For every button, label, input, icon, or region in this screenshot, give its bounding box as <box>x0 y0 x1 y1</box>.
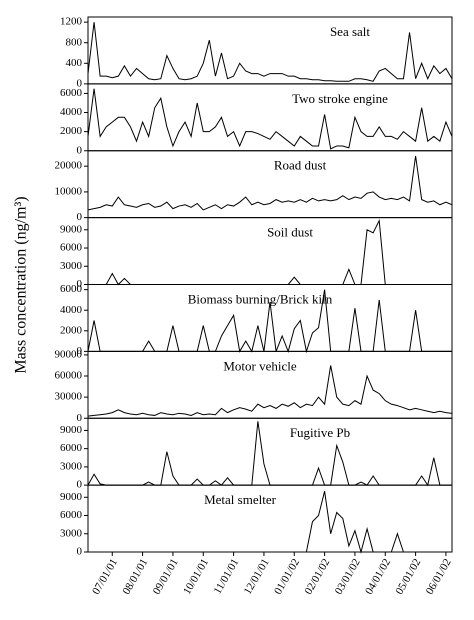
y-tick-label: 6000 <box>60 242 83 254</box>
y-tick-label: 0 <box>77 278 83 290</box>
y-tick-label: 0 <box>77 77 83 89</box>
y-tick-label: 60000 <box>55 370 83 382</box>
y-tick-label: 1200 <box>60 16 83 28</box>
x-tick-label: 07/01/01 <box>90 557 120 597</box>
panel-title: Motor vehicle <box>223 358 297 373</box>
y-tick-label: 3000 <box>60 527 83 539</box>
data-line <box>87 88 453 150</box>
y-axis-label: Mass concentration (ng/m³) <box>13 196 30 373</box>
data-line <box>87 365 453 417</box>
y-tick-label: 3000 <box>60 260 83 272</box>
y-tick-label: 20000 <box>55 160 83 172</box>
y-tick-label: 0 <box>77 211 83 223</box>
panel-title: Biomass burning/Brick kiln <box>188 291 333 306</box>
y-tick-label: 4000 <box>60 106 83 118</box>
panel-frame <box>87 417 453 486</box>
y-tick-label: 2000 <box>60 125 83 137</box>
y-tick-label: 90000 <box>55 348 83 360</box>
y-tick-label: 6000 <box>60 87 83 99</box>
panel-title: Fugitive Pb <box>290 425 350 440</box>
data-line <box>88 491 452 554</box>
panel-title: Metal smelter <box>204 492 277 507</box>
panel-title: Two stroke engine <box>292 91 388 106</box>
y-tick-label: 9000 <box>60 424 83 436</box>
y-tick-label: 9000 <box>60 223 83 235</box>
x-tick-label: 08/01/01 <box>120 557 150 597</box>
panel-frame <box>87 150 453 219</box>
x-tick-label: 02/01/02 <box>302 557 332 597</box>
x-tick-label: 12/01/01 <box>242 557 272 597</box>
y-tick-label: 0 <box>77 345 83 357</box>
y-tick-label: 0 <box>77 144 83 156</box>
y-tick-label: 10000 <box>55 185 83 197</box>
y-tick-label: 800 <box>66 36 83 48</box>
x-tick-label: 01/01/02 <box>272 557 302 597</box>
x-tick-label: 09/01/01 <box>151 557 181 597</box>
y-tick-label: 6000 <box>60 442 83 454</box>
data-line <box>87 421 452 487</box>
y-tick-label: 2000 <box>60 324 83 336</box>
data-line <box>87 155 453 211</box>
x-tick-label: 11/01/01 <box>212 557 242 597</box>
y-tick-label: 6000 <box>60 509 83 521</box>
y-tick-label: 0 <box>77 546 83 558</box>
panel-title: Sea salt <box>330 24 370 39</box>
y-tick-label: 30000 <box>55 391 83 403</box>
x-tick-label: 03/01/02 <box>333 557 363 597</box>
y-tick-label: 0 <box>77 479 83 491</box>
panel-frame <box>87 83 453 152</box>
y-tick-label: 9000 <box>60 491 83 503</box>
y-tick-label: 4000 <box>60 304 83 316</box>
x-tick-label: 10/01/01 <box>181 557 211 597</box>
x-tick-label: 06/01/02 <box>424 557 454 597</box>
panel-title: Soil dust <box>267 225 313 240</box>
x-tick-label: 05/01/02 <box>393 557 423 597</box>
x-tick-label: 04/01/02 <box>363 557 393 597</box>
y-tick-label: 3000 <box>60 460 83 472</box>
panel-title: Road dust <box>274 158 327 173</box>
y-tick-label: 6000 <box>60 283 83 295</box>
y-tick-label: 400 <box>66 57 83 69</box>
data-line <box>87 22 453 82</box>
y-tick-label: 0 <box>77 412 83 424</box>
